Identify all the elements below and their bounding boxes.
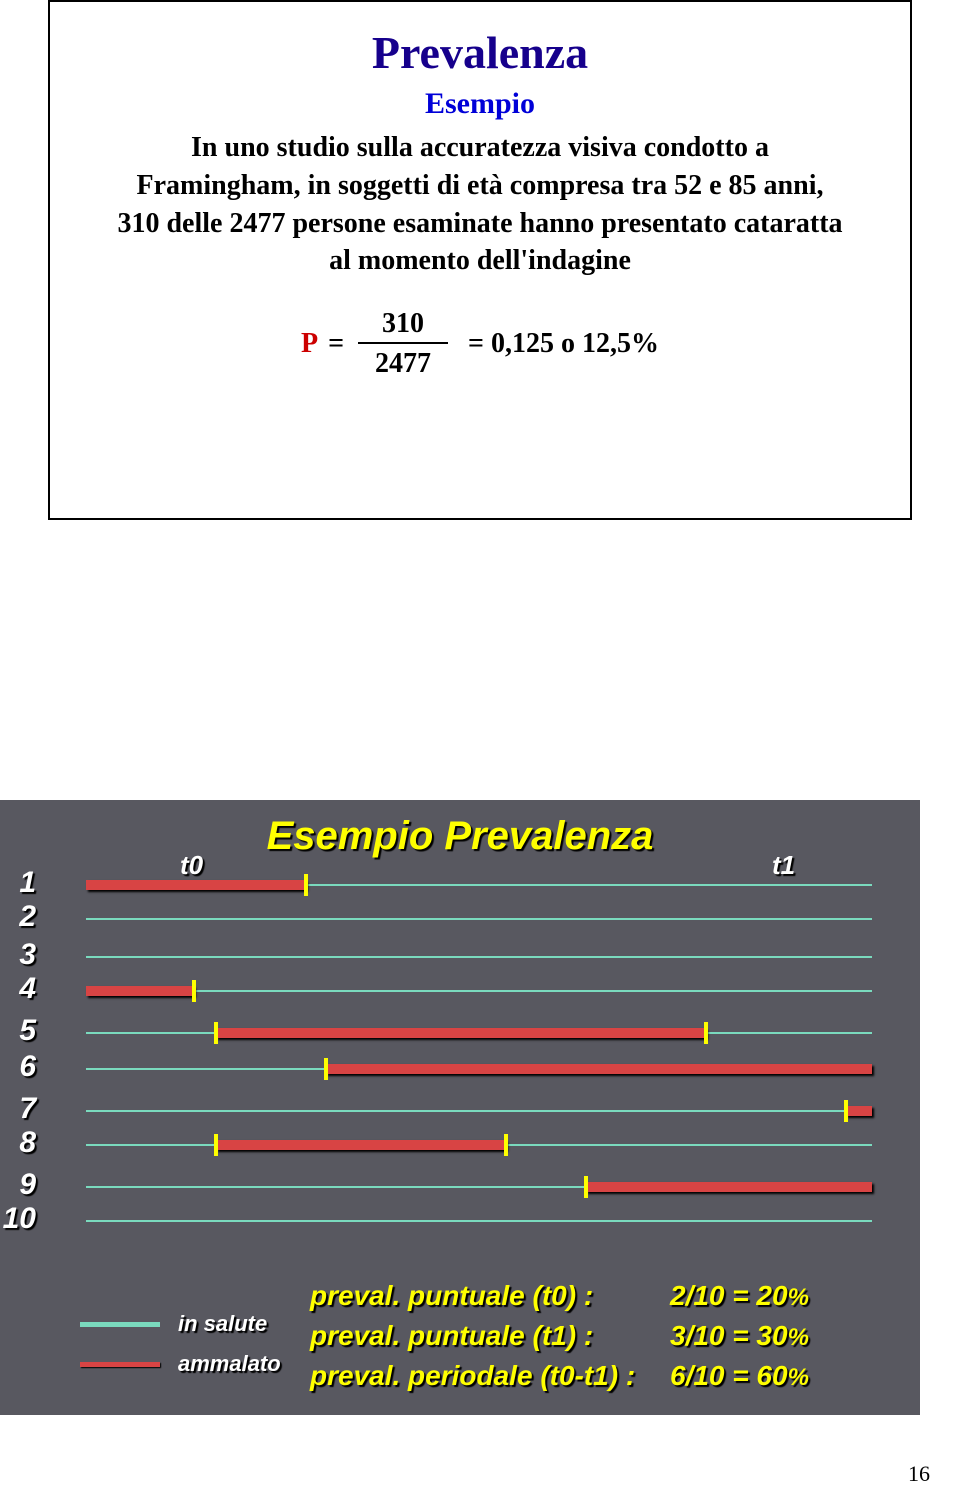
legend-swatch-healthy — [80, 1322, 160, 1327]
legend-swatch-sick — [80, 1362, 160, 1367]
legend: in salute ammalato — [80, 1304, 281, 1384]
results: preval. puntuale (t0) :2/10 = 20%preval.… — [310, 1280, 809, 1400]
sick-bar — [86, 986, 194, 996]
baseline — [86, 956, 872, 958]
result-line: preval. puntuale (t1) :3/10 = 30% — [310, 1320, 809, 1352]
row-number: 10 — [0, 1202, 36, 1236]
t1-label: t1 — [772, 850, 795, 881]
formula-numerator: 310 — [374, 308, 432, 342]
legend-healthy: in salute — [80, 1304, 281, 1344]
result-line: preval. periodale (t0-t1) :6/10 = 60% — [310, 1360, 809, 1392]
tick — [584, 1176, 588, 1198]
formula-result: = 0,125 o 12,5% — [468, 328, 659, 360]
row-number: 4 — [0, 972, 36, 1006]
result-lhs: preval. puntuale (t0) : — [310, 1280, 670, 1312]
result-rhs: 3/10 = 30% — [670, 1320, 809, 1352]
tick — [704, 1022, 708, 1044]
formula-denominator: 2477 — [367, 344, 439, 380]
top-body-line: Framingham, in soggetti di età compresa … — [90, 167, 870, 205]
row-number: 1 — [0, 866, 36, 900]
result-lhs: preval. periodale (t0-t1) : — [310, 1360, 670, 1392]
legend-label-sick: ammalato — [178, 1351, 281, 1377]
row-number: 7 — [0, 1092, 36, 1126]
top-body-line: al momento dell'indagine — [90, 242, 870, 280]
result-lhs: preval. puntuale (t1) : — [310, 1320, 670, 1352]
baseline — [86, 1110, 872, 1112]
sick-bar — [216, 1028, 706, 1038]
result-rhs: 2/10 = 20% — [670, 1280, 809, 1312]
formula-eq1: = — [328, 328, 344, 360]
sick-bar — [586, 1182, 872, 1192]
tick — [844, 1100, 848, 1122]
baseline — [86, 918, 872, 920]
row-number: 5 — [0, 1014, 36, 1048]
row-number: 6 — [0, 1050, 36, 1084]
legend-label-healthy: in salute — [178, 1311, 267, 1337]
row-number: 9 — [0, 1168, 36, 1202]
bottom-slide: Esempio Prevalenza t0t112345678910 in sa… — [0, 800, 920, 1415]
sick-bar — [216, 1140, 506, 1150]
row-number: 3 — [0, 938, 36, 972]
tick — [304, 874, 308, 896]
baseline — [86, 990, 872, 992]
t0-label: t0 — [180, 850, 203, 881]
top-body-line: In uno studio sulla accuratezza visiva c… — [90, 129, 870, 167]
tick — [324, 1058, 328, 1080]
top-body: In uno studio sulla accuratezza visiva c… — [90, 129, 870, 280]
timeline-chart: t0t112345678910 — [42, 856, 902, 1236]
row-number: 2 — [0, 900, 36, 934]
tick — [504, 1134, 508, 1156]
row-number: 8 — [0, 1126, 36, 1160]
tick — [214, 1022, 218, 1044]
top-title: Prevalenza — [50, 26, 910, 79]
tick — [214, 1134, 218, 1156]
formula: P = 310 2477 = 0,125 o 12,5% — [50, 308, 910, 380]
formula-p: P — [301, 328, 318, 360]
result-line: preval. puntuale (t0) :2/10 = 20% — [310, 1280, 809, 1312]
sick-bar — [326, 1064, 872, 1074]
formula-fraction: 310 2477 — [358, 308, 448, 380]
top-subtitle: Esempio — [50, 87, 910, 121]
sick-bar — [86, 880, 306, 890]
legend-sick: ammalato — [80, 1344, 281, 1384]
baseline — [86, 1220, 872, 1222]
tick — [192, 980, 196, 1002]
top-body-line: 310 delle 2477 persone esaminate hanno p… — [90, 205, 870, 243]
top-slide: Prevalenza Esempio In uno studio sulla a… — [48, 0, 912, 520]
result-rhs: 6/10 = 60% — [670, 1360, 809, 1392]
page-number: 16 — [908, 1461, 930, 1487]
sick-bar — [846, 1106, 872, 1116]
